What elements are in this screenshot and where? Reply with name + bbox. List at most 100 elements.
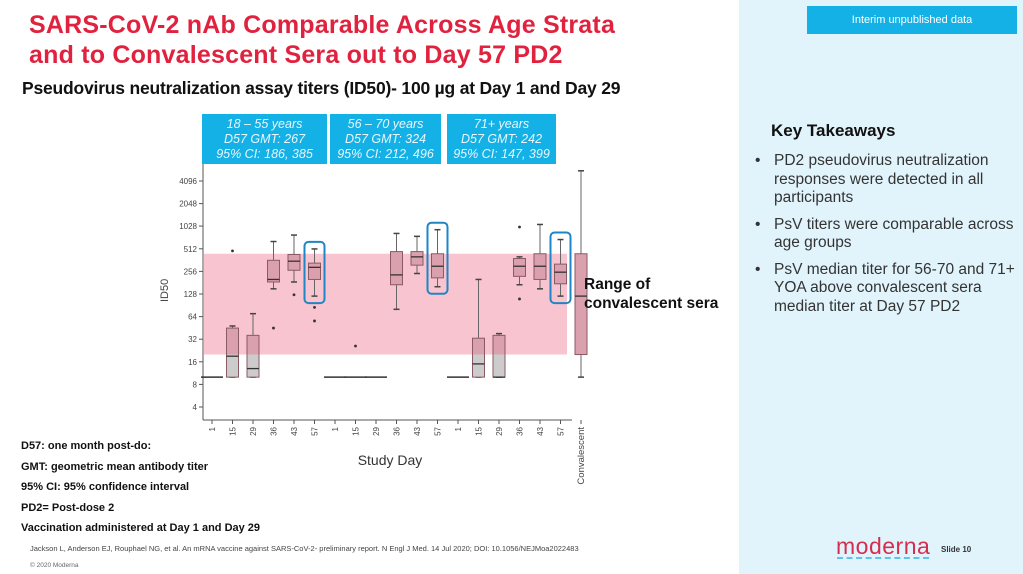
group-ci: 95% CI: 212, 496	[337, 146, 434, 161]
citation: Jackson L, Anderson EJ, Rouphael NG, et …	[30, 544, 579, 553]
outlier-point	[354, 344, 357, 348]
box-outline	[574, 253, 588, 356]
x-tick-label: Convalescent	[576, 427, 587, 485]
convalescent-range-label: Range of convalescent sera	[584, 275, 718, 313]
box-fill	[411, 251, 423, 266]
note-ci: 95% CI: 95% confidence interval	[21, 481, 190, 493]
outlier-point	[518, 297, 521, 301]
interim-data-badge: Interim unpublished data	[807, 6, 1017, 34]
x-tick-label: 43	[413, 426, 422, 435]
day57-highlight-outline	[549, 231, 572, 305]
outlier-point	[292, 293, 296, 297]
range-label-line-1: Range of	[584, 276, 651, 293]
y-tick-label: 256	[184, 267, 198, 276]
outlier-point	[272, 326, 275, 330]
y-axis-title: ID50	[159, 279, 171, 302]
group-label: 71+ years	[473, 116, 530, 131]
box-fill	[493, 335, 505, 355]
group-box-71-plus: 71+ years D57 GMT: 242 95% CI: 147, 399	[447, 114, 556, 164]
note-gmt: GMT: geometric mean antibody titer	[21, 460, 209, 473]
box-outline	[390, 251, 403, 286]
x-tick-label: 1	[454, 426, 463, 431]
y-tick-label: 4	[193, 403, 198, 412]
bullet-icon: •	[755, 260, 761, 278]
group-gmt: D57 GMT: 324	[344, 131, 427, 146]
x-tick-label: 29	[495, 426, 504, 435]
x-tick-label: 43	[536, 426, 545, 435]
box-outline	[226, 327, 239, 378]
key-takeaways-list: • PD2 pseudovirus neutralization response…	[755, 152, 1017, 324]
moderna-logo: moderna	[836, 533, 931, 559]
box-fill-gray	[493, 354, 505, 378]
y-tick-label: 1028	[179, 222, 197, 231]
group-box-18-55: 18 – 55 years D57 GMT: 267 95% CI: 186, …	[202, 114, 327, 164]
takeaway-text: PsV titers were comparable across age gr…	[774, 215, 1014, 252]
x-tick-label: 57	[557, 426, 566, 435]
convalescent-range-band	[204, 253, 567, 355]
box-fill	[267, 260, 280, 282]
box-fill	[554, 264, 567, 284]
box-fill	[308, 263, 321, 280]
note-d57: D57: one month post-do:	[21, 440, 152, 452]
takeaway-text: PsV median titer for 56-70 and 71+ YOA a…	[774, 260, 1015, 315]
box-fill	[390, 251, 403, 285]
group-box-56-70: 56 – 70 years D57 GMT: 324 95% CI: 212, …	[330, 114, 441, 164]
note-pd2: PD2= Post-dose 2	[21, 501, 115, 514]
box-fill	[226, 328, 239, 355]
box-fill	[247, 335, 259, 355]
y-tick-label: 16	[188, 358, 197, 367]
takeaway-item: • PsV median titer for 56-70 and 71+ YOA …	[755, 261, 1017, 317]
outlier-point	[231, 249, 234, 253]
y-tick-label: 2048	[179, 200, 197, 209]
copyright: © 2020 Moderna	[30, 562, 79, 569]
y-tick-label: 64	[188, 313, 197, 322]
group-label: 18 – 55 years	[226, 116, 303, 131]
day57-highlight-outline	[303, 240, 326, 305]
group-ci: 95% CI: 147, 399	[453, 146, 550, 161]
slide-number: Slide 10	[941, 545, 972, 554]
note-vaccination: Vaccination administered at Day 1 and Da…	[21, 522, 261, 534]
key-takeaways-title: Key Takeaways	[771, 121, 896, 140]
takeaway-item: • PsV titers were comparable across age g…	[755, 216, 1017, 253]
footnotes: D57: one month post-do: GMT: geometric m…	[21, 440, 260, 543]
group-gmt: D57 GMT: 267	[223, 131, 306, 146]
chart-subtitle: Pseudovirus neutralization assay titers …	[22, 78, 621, 98]
y-tick-label: 4096	[179, 177, 197, 186]
range-label-line-2: convalescent sera	[584, 295, 719, 312]
box-outline	[554, 263, 567, 285]
bullet-icon: •	[755, 215, 761, 233]
box-fill	[472, 338, 485, 355]
y-tick-label: 512	[184, 245, 198, 254]
box-outline	[308, 262, 321, 280]
logo-underline	[837, 557, 929, 559]
x-tick-label: 57	[434, 426, 443, 435]
x-tick-label: 1	[331, 426, 340, 431]
x-tick-label: 29	[372, 426, 381, 435]
takeaway-text: PD2 pseudovirus neutralization responses…	[774, 152, 989, 206]
box-outline	[246, 334, 260, 378]
box-outline	[267, 259, 280, 283]
y-tick-label: 8	[193, 380, 198, 389]
x-tick-label: 57	[311, 426, 320, 435]
box-fill-gray	[247, 354, 259, 378]
title-line-1: SARS-CoV-2 nAb Comparable Across Age Str…	[29, 11, 616, 39]
x-tick-label: 15	[475, 426, 484, 435]
x-tick-label: 36	[270, 426, 279, 435]
box-fill	[513, 258, 526, 277]
box-fill-gray	[226, 354, 239, 378]
x-tick-label: 15	[229, 426, 238, 435]
group-gmt: D57 GMT: 242	[460, 131, 543, 146]
title-line-2: and to Convalescent Sera out to Day 57 P…	[29, 41, 563, 69]
bullet-icon: •	[755, 152, 761, 169]
outlier-point	[518, 225, 521, 229]
x-tick-label: 15	[352, 426, 361, 435]
box-outline	[513, 258, 526, 277]
x-axis-title: Study Day	[358, 452, 423, 468]
box-fill-gray	[472, 354, 485, 378]
y-tick-label: 128	[184, 290, 198, 299]
group-label: 56 – 70 years	[347, 116, 424, 131]
slide-title: SARS-CoV-2 nAb Comparable Across Age Str…	[29, 10, 615, 70]
box-outline	[472, 337, 485, 378]
y-tick-label: 32	[188, 335, 197, 344]
outlier-point	[313, 319, 316, 323]
